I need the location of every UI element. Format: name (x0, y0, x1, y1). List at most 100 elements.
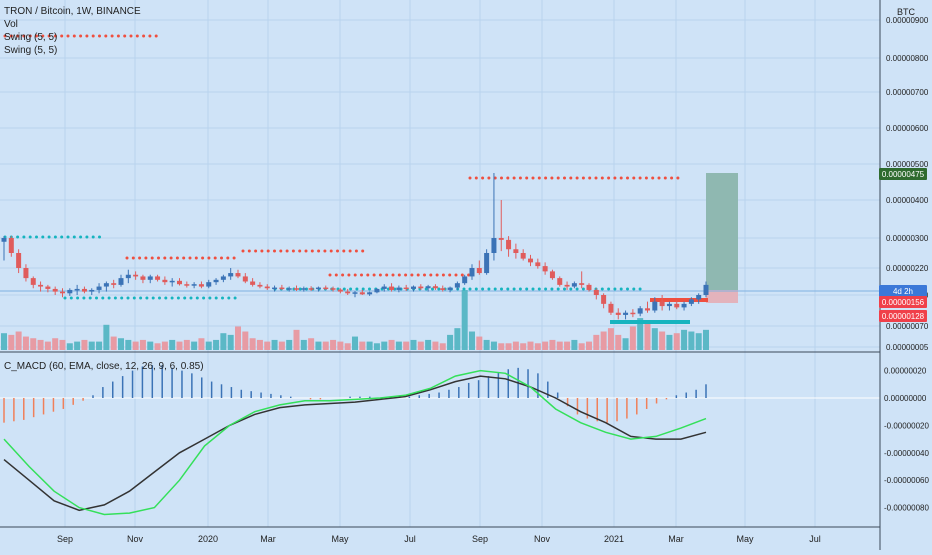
support-dot (638, 287, 642, 291)
support-dot (525, 287, 529, 291)
resistance-dot (298, 249, 302, 253)
resistance-dot (131, 256, 135, 260)
candle-body (330, 288, 336, 290)
candle-body (367, 292, 373, 295)
price-128-tag-text: 0.00000128 (882, 312, 925, 321)
resistance-dot (310, 249, 314, 253)
resistance-dot (232, 256, 236, 260)
volume-bar (432, 341, 439, 350)
support-dot (298, 287, 302, 291)
currency-label: BTC (897, 7, 916, 17)
volume-bar (637, 318, 644, 350)
volume-bar (688, 331, 695, 350)
support-dot (227, 296, 231, 300)
macd-axis[interactable]: 0.00000020 0.00000000 -0.00000020 -0.000000… (884, 367, 929, 513)
support-dot (619, 287, 623, 291)
candle-body (593, 289, 599, 295)
candle-body (337, 289, 343, 292)
support-dot (79, 235, 83, 239)
support-dot (632, 287, 636, 291)
volume-bar (615, 334, 622, 350)
support-dot (221, 296, 224, 300)
candle-body (601, 295, 607, 304)
volume-bar (96, 341, 103, 350)
price-axis-label: 0.00000500 (886, 160, 929, 169)
support-dot (164, 296, 168, 300)
candle-body (630, 312, 636, 315)
support-dot (16, 235, 20, 239)
resistance-dot (336, 249, 339, 253)
time-axis-label: Jul (404, 534, 416, 544)
support-dot (202, 296, 206, 300)
resistance-dot (607, 176, 611, 180)
support-dot (107, 296, 111, 300)
resistance-dot (619, 176, 623, 180)
resistance-dot (123, 34, 127, 38)
candle-body (184, 284, 190, 286)
support-dot (145, 296, 149, 300)
resistance-dot (468, 176, 472, 180)
resistance-dot (378, 273, 382, 277)
volume-bar (88, 341, 95, 350)
candle-body (389, 286, 395, 290)
resistance-dot (28, 34, 32, 38)
support-dot (126, 296, 130, 300)
countdown-tag-text: 4d 2h (893, 287, 913, 296)
candle-body (374, 288, 380, 293)
volume-bar (417, 341, 424, 350)
resistance-dot (169, 256, 173, 260)
indicator-swing-2[interactable]: Swing (5, 5) (4, 45, 58, 56)
resistance-dot (220, 256, 223, 260)
volume-bar (644, 323, 651, 350)
support-dot (170, 296, 174, 300)
candle-body (454, 283, 460, 288)
candle-body (133, 274, 139, 277)
resistance-dot (9, 34, 13, 38)
time-axis[interactable]: Sep Nov 2020 Mar May Jul Sep Nov 2021 Mar May Jul (57, 534, 821, 544)
volume-bar (425, 339, 432, 350)
resistance-dot (116, 34, 120, 38)
volume-bar (154, 343, 161, 350)
support-dot (72, 235, 76, 239)
price-tags: 0.00000475 4d 2h 0.00000156 0.00000128 (879, 168, 927, 322)
price-axis-label: 0.00000005 (886, 343, 929, 352)
resistance-dot (435, 273, 439, 277)
volume-bar (381, 341, 388, 350)
support-dot (195, 296, 199, 300)
volume-bar (308, 338, 315, 350)
volume-bar (220, 333, 227, 350)
volume-bar (564, 341, 571, 350)
candle-body (345, 291, 351, 294)
volume-bar (227, 334, 234, 350)
volume-bar (286, 339, 293, 350)
support-dot (556, 287, 560, 291)
price-axis-label: 0.00000900 (886, 16, 929, 25)
candle-body (652, 301, 658, 311)
candle-body (315, 287, 321, 290)
resistance-dot (632, 176, 636, 180)
candle-body (359, 292, 365, 295)
volume-bar (293, 329, 300, 350)
resistance-dot (354, 249, 358, 253)
volume-bar (549, 339, 556, 350)
candle-body (645, 308, 650, 311)
resistance-dot (175, 256, 179, 260)
resistance-dot (651, 176, 655, 180)
support-dot (481, 287, 485, 291)
resistance-dot (16, 34, 20, 38)
volume-bar (359, 341, 366, 350)
indicator-vol[interactable]: Vol (4, 19, 18, 30)
symbol-title[interactable]: TRON / Bitcoin, 1W, BINANCE (4, 6, 141, 17)
macd-pane (0, 365, 880, 516)
resistance-dot (537, 176, 541, 180)
indicator-swing-1[interactable]: Swing (5, 5) (4, 32, 58, 43)
macd-legend[interactable]: C_MACD (60, EMA, close, 12, 26, 9, 6, 0.… (4, 361, 204, 372)
candle-body (118, 278, 124, 285)
resistance-dot (506, 176, 510, 180)
resistance-dot (254, 249, 258, 253)
resistance-dot (273, 249, 276, 253)
volume-bar (483, 339, 490, 350)
volume-bar (110, 336, 117, 350)
